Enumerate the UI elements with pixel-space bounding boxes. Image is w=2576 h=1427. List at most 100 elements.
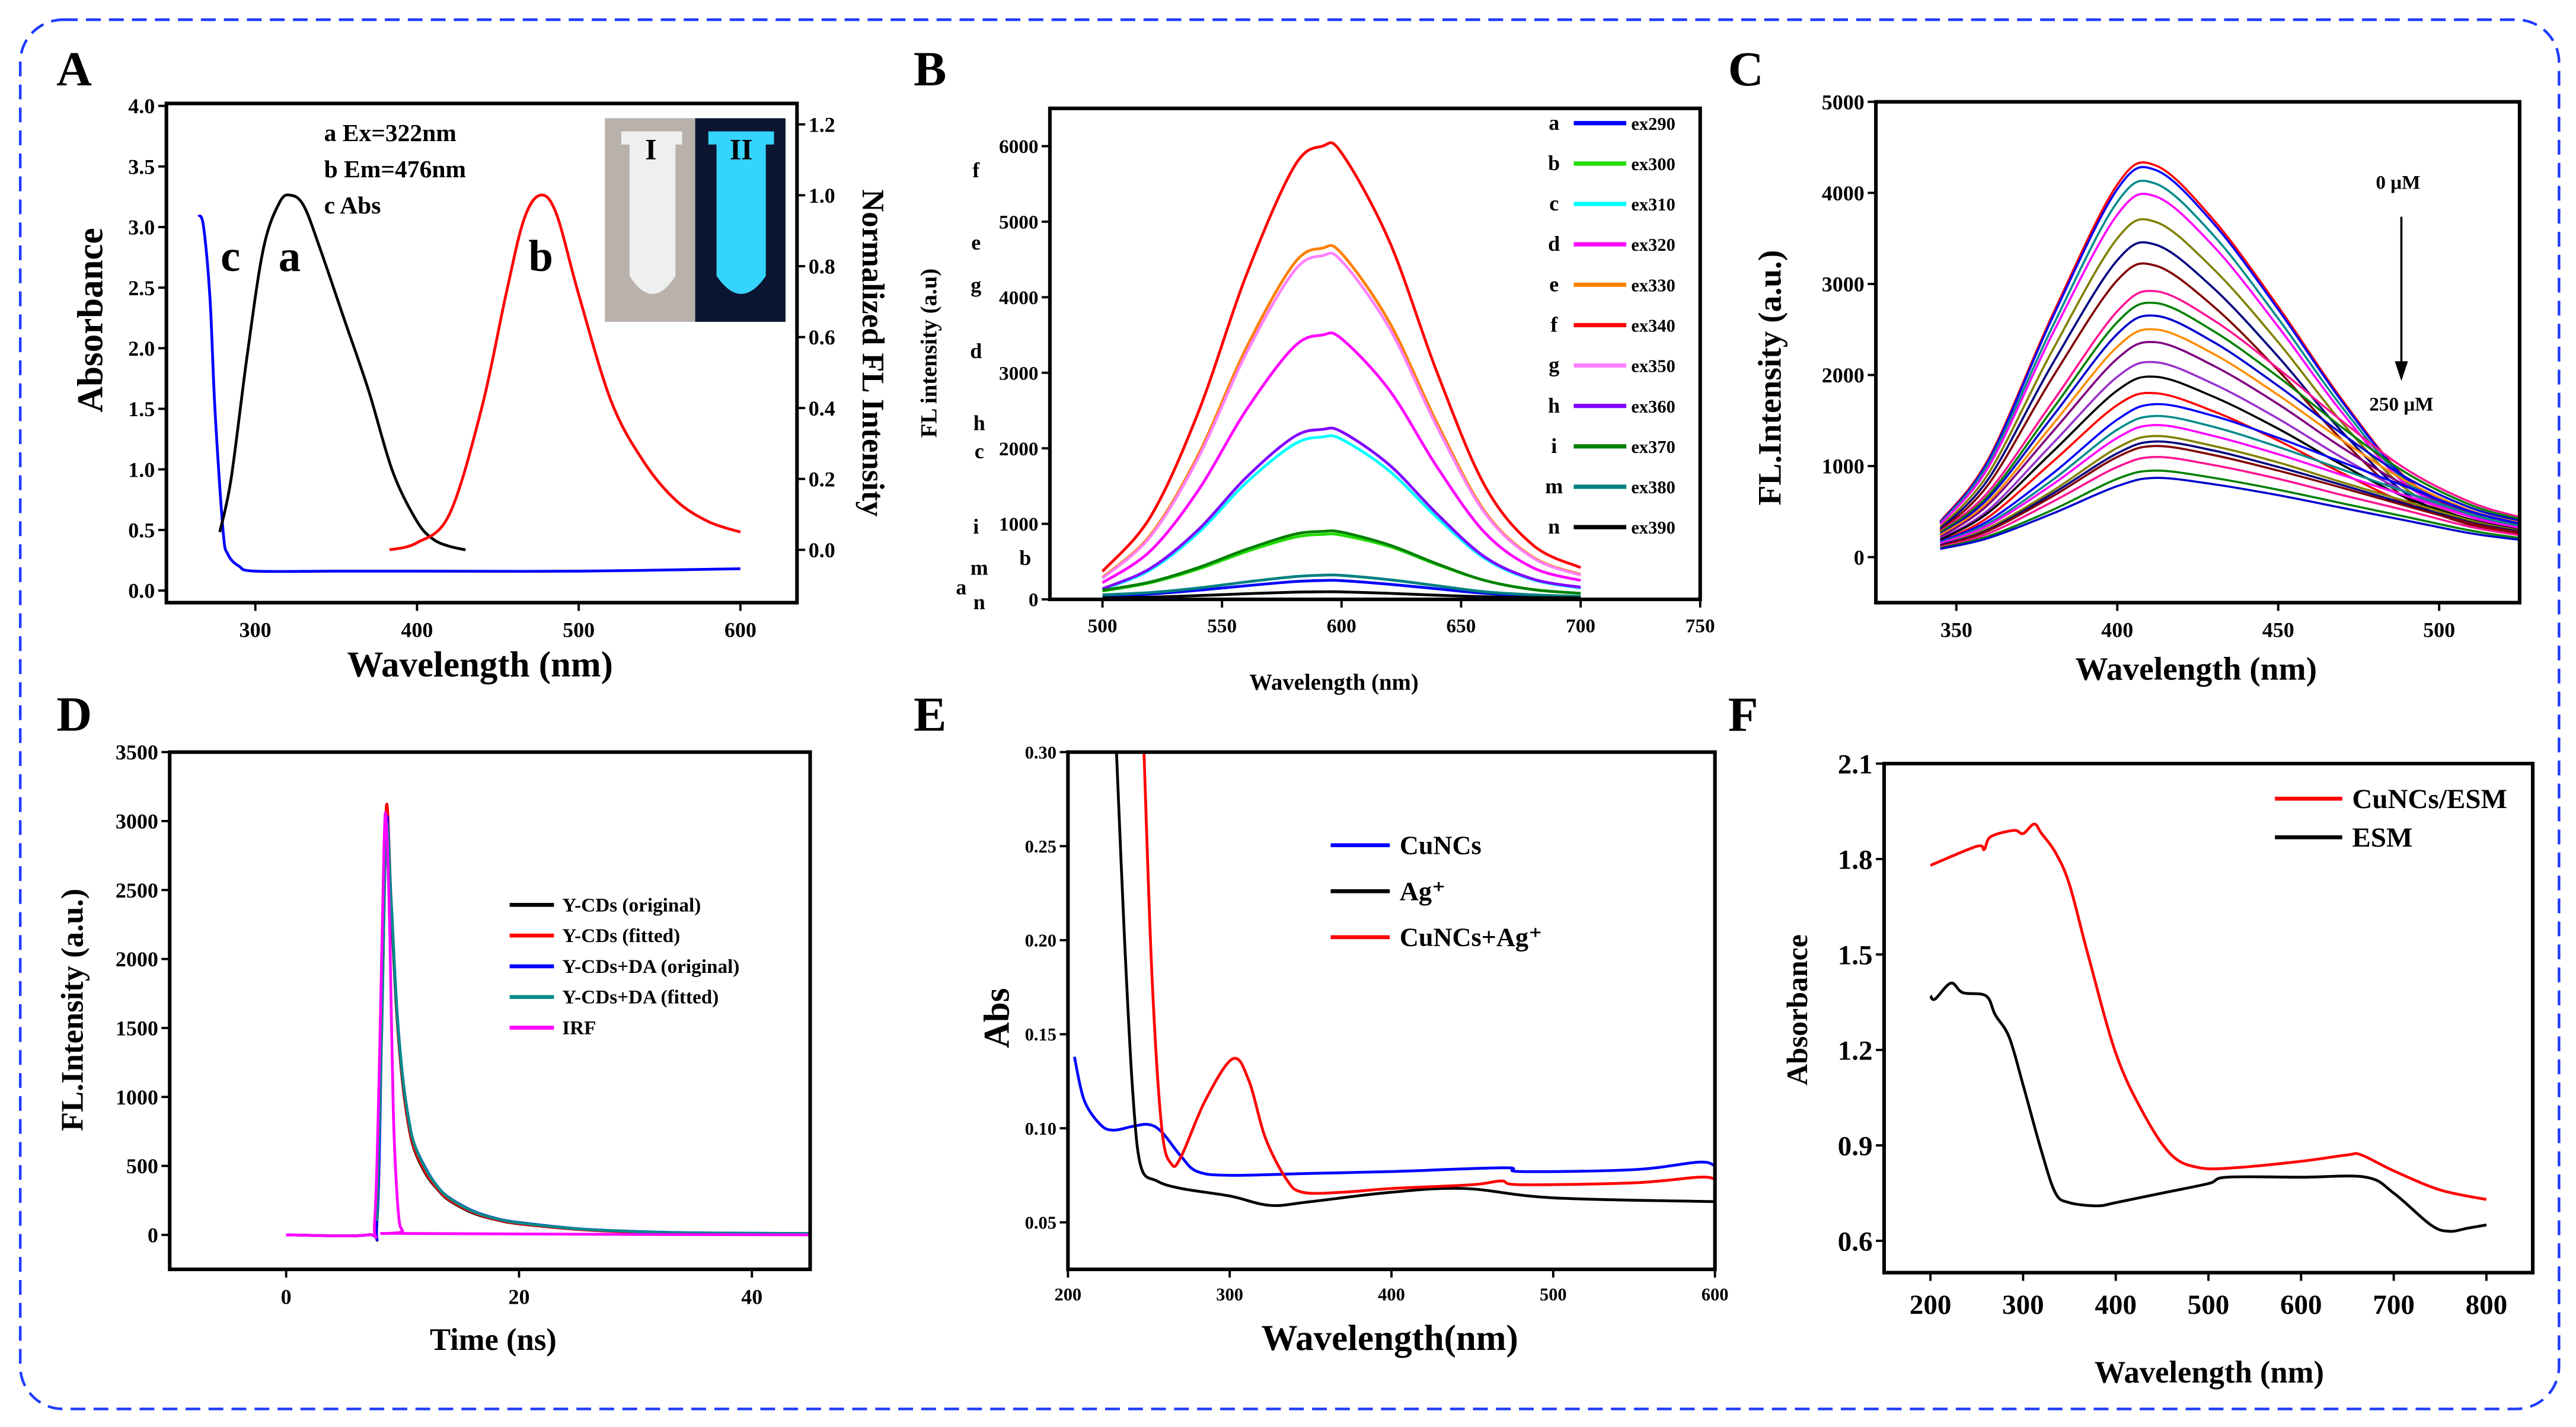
curve-label: g	[971, 273, 981, 297]
concentration-end-label: 250 μM	[2369, 393, 2433, 415]
arrow-head-icon	[2395, 361, 2408, 381]
x-axis-label: Wavelength (nm)	[347, 645, 613, 685]
y-tick-label: 3000	[116, 810, 158, 834]
plot-area	[1929, 822, 2487, 1233]
curve-label: m	[971, 556, 988, 579]
x-axis-label: Wavelength (nm)	[2075, 651, 2317, 687]
series-line-h	[1102, 426, 1581, 590]
legend-text: b Em=476nm	[324, 155, 466, 183]
series-line-9	[1939, 314, 2520, 535]
y-tick-label: 1000	[1822, 455, 1865, 478]
series-line-4	[1939, 218, 2520, 532]
y-tick-label: 0.30	[1025, 742, 1056, 762]
series-line-21	[1940, 455, 2520, 548]
y-tick-label: 6000	[999, 136, 1038, 158]
curve-label: a	[956, 576, 966, 599]
curve-label: c	[975, 439, 984, 463]
legend-letter: c	[1549, 191, 1559, 215]
series-line-2	[1939, 180, 2520, 528]
legend-label: ex370	[1631, 437, 1675, 457]
y-tick-label: 1.5	[128, 397, 155, 421]
curve-label: d	[970, 339, 982, 363]
concentration-start-label: 0 μM	[2376, 172, 2420, 194]
series-line-cuncs-esm	[1930, 822, 2487, 1201]
legend-label: Y-CDs (fitted)	[562, 925, 680, 947]
series-line-m	[1102, 573, 1581, 598]
vial-uv	[708, 131, 774, 294]
legend-label: Ag⁺	[1400, 877, 1446, 906]
y-tick-label: 1.2	[1838, 1035, 1873, 1066]
series-line-b	[389, 193, 741, 551]
y-axis-label: FL intensity (a.u)	[917, 269, 942, 438]
x-tick-label: 500	[2188, 1289, 2230, 1320]
series-line-y-cds-da-fitted-	[375, 821, 810, 1235]
legend-letter: a	[1549, 111, 1559, 135]
panel-e: E 200 300 400 500 600 0.05 0.10 0.15 0.20 0.25 0.30…	[914, 687, 1729, 1358]
series-line-16	[1940, 414, 2520, 544]
x-tick-label: 750	[1686, 615, 1715, 637]
legend-letter: g	[1549, 353, 1559, 377]
x-tick-label: 350	[1940, 618, 1972, 642]
y2-tick-label: 0.2	[809, 467, 835, 491]
series-line-22	[1940, 470, 2520, 550]
legend-label: ex380	[1631, 477, 1675, 497]
curve-label: a	[279, 232, 301, 281]
x-tick-label: 300	[240, 618, 272, 642]
y-tick-label: 3.5	[128, 155, 155, 178]
series-line-6	[1939, 262, 2520, 535]
x-tick-label: 600	[1327, 615, 1356, 637]
y-tick-label: 0.05	[1025, 1212, 1056, 1233]
y-tick-label: 5000	[999, 212, 1038, 234]
legend-letter: e	[1549, 272, 1559, 296]
legend-text: a Ex=322nm	[324, 119, 457, 146]
y2-tick-label: 1.2	[809, 113, 835, 136]
series-line-a	[218, 193, 466, 551]
y-tick-label: 3000	[999, 362, 1038, 384]
x-tick-label: 200	[1054, 1285, 1081, 1305]
y-tick-label: 2500	[116, 879, 158, 902]
y-tick-label: 0.20	[1025, 931, 1056, 951]
series-line-17	[1940, 424, 2520, 545]
legend-label: ex340	[1631, 316, 1675, 336]
x-axis-label: Wavelength (nm)	[2095, 1355, 2324, 1390]
figure-border	[18, 18, 2561, 1410]
y-tick-label: 2000	[1822, 363, 1865, 387]
y-axis-label: Absorbance	[1781, 934, 1814, 1086]
x-tick-label: 300	[1216, 1285, 1243, 1305]
series-line-ag-	[1115, 752, 1715, 1207]
x-tick-label: 400	[401, 618, 433, 642]
x-tick-label: 600	[1702, 1285, 1729, 1305]
x-tick-label: 700	[1566, 615, 1595, 637]
legend-label: ESM	[2352, 822, 2412, 853]
series-line-7	[1939, 289, 2520, 533]
series-line-d	[1102, 331, 1581, 584]
series-line-f	[1101, 141, 1582, 573]
vial-daylight	[621, 131, 682, 294]
legend-letter: n	[1548, 515, 1560, 538]
y-tick-label: 0	[1029, 589, 1039, 611]
inset-label-ii: II	[730, 133, 753, 166]
legend-letter: h	[1548, 394, 1560, 417]
series-line-c	[1102, 434, 1581, 591]
panel-d: D 0 20 40 0 500 1000 1500 2000 2500 3000 3500 Time (…	[55, 687, 812, 1357]
y-tick-label: 3000	[1822, 273, 1865, 296]
panel-f: F 200 300 400 500 600 700 800 0.6 0.9 1.2 1.5 1.8 2.1…	[1728, 687, 2535, 1390]
x-tick-label: 800	[2466, 1289, 2508, 1320]
series-line-5	[1939, 241, 2520, 534]
y-tick-label: 0.0	[128, 579, 155, 603]
series-line-23	[1940, 477, 2520, 550]
legend-letter: f	[1550, 313, 1558, 337]
legend-label: ex390	[1631, 518, 1675, 538]
legend-letter: b	[1548, 151, 1560, 175]
legend-label: Y-CDs+DA (original)	[562, 956, 739, 978]
legend-letter: m	[1545, 474, 1563, 498]
series-line-15	[1939, 403, 2520, 543]
y-tick-label: 500	[126, 1154, 158, 1178]
x-tick-label: 500	[1088, 615, 1118, 637]
x-tick-label: 500	[2423, 618, 2455, 642]
legend-label: CuNCs/ESM	[2352, 784, 2507, 815]
panel-letter: C	[1728, 41, 1764, 96]
plot-area	[1939, 161, 2520, 550]
plot-frame	[164, 101, 799, 605]
